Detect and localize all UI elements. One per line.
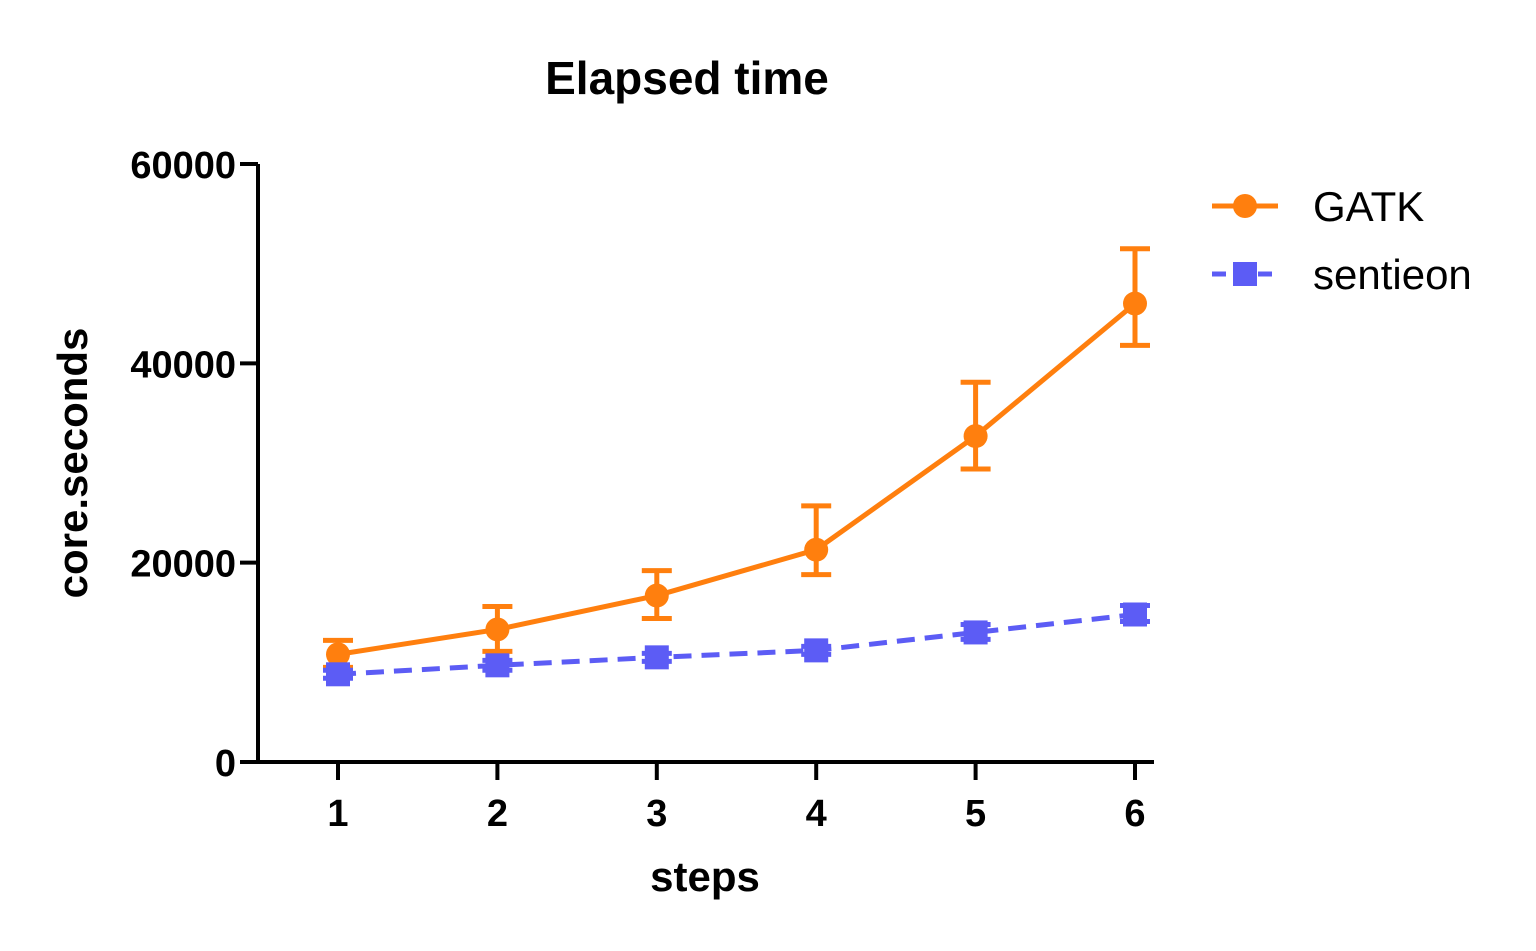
data-point	[326, 662, 350, 687]
y-tick-label: 40000	[130, 344, 236, 386]
series-line	[337, 301, 1137, 657]
y-tick-label: 0	[215, 743, 236, 785]
y-axis-label: core.seconds	[49, 328, 96, 599]
y-tick-label: 60000	[130, 145, 236, 187]
x-tick-label: 1	[327, 793, 348, 835]
x-tick-label: 2	[487, 793, 508, 835]
x-tick-label: 4	[806, 793, 827, 835]
legend-marker	[1233, 194, 1257, 218]
series-gatk	[323, 246, 1150, 670]
data-point	[644, 583, 669, 608]
legend-label: sentieon	[1313, 251, 1472, 298]
x-axis-label: steps	[650, 853, 760, 900]
data-point	[644, 645, 669, 670]
series-line	[337, 612, 1136, 677]
axes	[256, 164, 1154, 764]
legend: GATK sentieon	[1212, 183, 1472, 298]
data-point	[1123, 602, 1147, 627]
data-point	[485, 653, 510, 678]
legend-marker	[1233, 262, 1257, 286]
series-layer	[323, 246, 1150, 687]
x-tick-label: 3	[646, 793, 667, 835]
data-point	[326, 642, 350, 667]
legend-label: GATK	[1313, 183, 1424, 230]
x-tick-label: 5	[965, 793, 986, 835]
legend-item-gatk: GATK	[1212, 183, 1424, 230]
x-tick-label: 6	[1124, 793, 1145, 835]
data-point	[485, 617, 510, 642]
data-point	[804, 638, 829, 663]
y-tick-label: 20000	[130, 544, 236, 586]
series-sentieon	[323, 602, 1150, 687]
x-ticks: 1 2 3 4 5 6	[327, 762, 1146, 835]
data-point	[963, 620, 988, 645]
data-point	[963, 424, 988, 449]
data-point	[1123, 291, 1147, 316]
chart-title: Elapsed time	[545, 52, 829, 104]
data-point	[804, 537, 829, 562]
legend-item-sentieon: sentieon	[1212, 251, 1472, 298]
y-ticks: 0 20000 40000 60000	[130, 145, 258, 785]
